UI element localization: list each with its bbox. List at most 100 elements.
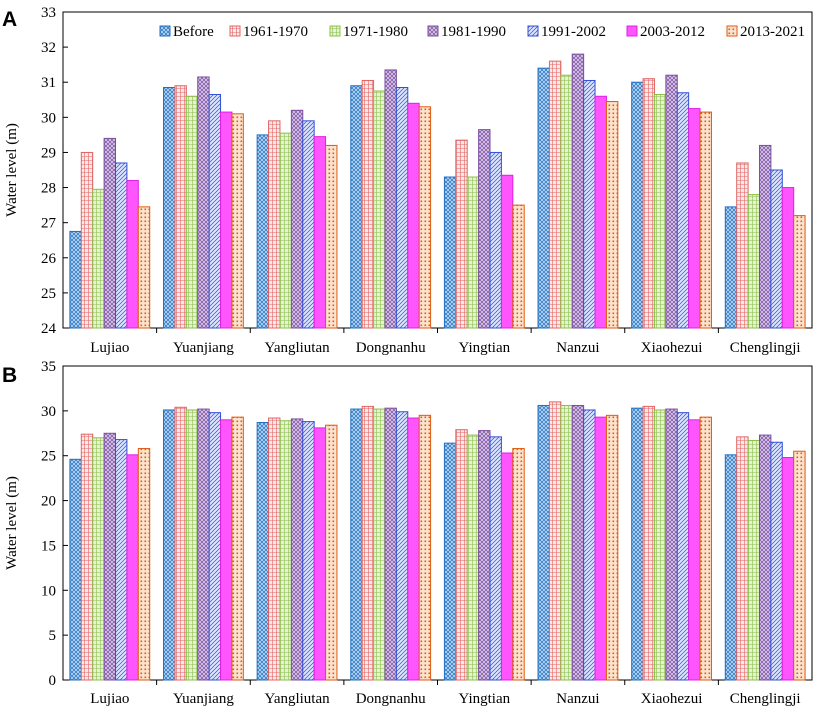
bar-nanzui-2003-2012 — [594, 95, 607, 329]
bar-yuanjiang-1981-1990 — [197, 76, 210, 329]
bar-yangliutan-2003-2012 — [313, 136, 327, 329]
panel-b: 0 5 10 15 20 25 30 35 Water level (m) B Lujiao Yuan… — [2, 359, 813, 707]
bar-yuanjiang-2013-2021 — [231, 113, 244, 329]
legend: Before 1961-1970 1971-1980 1981-1990 1991-20… — [159, 24, 805, 40]
bar-lujiao-1991-2002 — [115, 439, 128, 681]
legend-label-1981-1990: 1981-1990 — [441, 24, 506, 40]
bar-yangliutan-1981-1990 — [290, 418, 304, 681]
x-category-label: Yangliutan — [264, 340, 330, 356]
bar-chenglingji-before — [724, 454, 738, 681]
bar-chenglingji-2013-2021 — [793, 215, 806, 329]
bar-lujiao-2013-2021 — [137, 448, 151, 681]
y-tick-label: 30 — [41, 404, 56, 420]
x-category-label: Xiaohezui — [641, 340, 703, 356]
panel-letter: A — [2, 8, 17, 31]
bar-yangliutan-1991-2002 — [302, 421, 315, 681]
bar-chenglingji-1971-1980 — [747, 439, 760, 681]
bar-nanzui-1971-1980 — [560, 74, 573, 329]
bar-yangliutan-before — [256, 134, 270, 329]
y-tick-label: 0 — [49, 673, 57, 689]
bar-lujiao-1961-1970 — [80, 433, 94, 681]
bar-xiaohezui-before — [631, 407, 644, 681]
y-tick-label: 5 — [49, 628, 57, 644]
bar-nanzui-before — [537, 67, 550, 329]
legend-label-2013-2021: 2013-2021 — [740, 24, 805, 40]
bar-lujiao-before — [69, 458, 82, 681]
y-tick-label: 10 — [41, 583, 56, 599]
bar-yuanjiang-1961-1970 — [174, 406, 187, 681]
bar-yuanjiang-1991-2002 — [208, 94, 222, 329]
bar-xiaohezui-1981-1990 — [665, 74, 678, 329]
bar-yuanjiang-1981-1990 — [197, 408, 210, 681]
bar-lujiao-1981-1990 — [103, 432, 117, 681]
bar-dongnanhu-before — [350, 408, 363, 681]
bar-dongnanhu-1991-2002 — [395, 411, 409, 681]
legend-label-2003-2012: 2003-2012 — [640, 24, 705, 40]
bar-yangliutan-1961-1970 — [268, 120, 281, 329]
y-tick-label: 27 — [41, 216, 57, 232]
legend-label-before: Before — [173, 24, 214, 40]
bar-nanzui-1961-1970 — [548, 401, 562, 681]
bar-nanzui-2013-2021 — [605, 101, 619, 329]
bar-yangliutan-1991-2002 — [302, 120, 315, 329]
y-tick-label: 26 — [41, 251, 57, 267]
bar-dongnanhu-before — [350, 85, 363, 329]
legend-label-1961-1970: 1961-1970 — [243, 24, 308, 40]
x-category-label: Chenglingji — [730, 691, 801, 707]
y-tick-label: 28 — [41, 181, 56, 197]
bar-yingtian-1991-2002 — [489, 151, 502, 329]
bar-yingtian-1961-1970 — [455, 429, 468, 681]
bar-lujiao-2003-2012 — [126, 454, 139, 681]
x-category-label: Yangliutan — [264, 691, 330, 707]
bar-yuanjiang-2003-2012 — [220, 111, 233, 329]
bar-xiaohezui-2003-2012 — [688, 419, 701, 681]
x-category-label: Yingtian — [458, 691, 510, 707]
bar-dongnanhu-2013-2021 — [418, 106, 432, 329]
y-tick-label: 20 — [41, 494, 56, 510]
bar-chenglingji-1961-1970 — [736, 436, 749, 681]
bar-yuanjiang-1971-1980 — [185, 409, 199, 681]
y-tick-label: 24 — [41, 321, 57, 337]
bar-dongnanhu-1991-2002 — [395, 86, 409, 329]
bar-yangliutan-before — [256, 422, 270, 681]
bar-yingtian-1971-1980 — [466, 434, 480, 681]
legend-swatch-2013-2021 — [726, 25, 738, 37]
bar-dongnanhu-2003-2012 — [407, 102, 420, 329]
legend-swatch-1961-1970 — [229, 25, 241, 37]
bar-yingtian-before — [443, 442, 457, 681]
bar-nanzui-1981-1990 — [571, 404, 585, 681]
bar-yangliutan-1971-1980 — [279, 420, 292, 681]
bar-yangliutan-2013-2021 — [325, 424, 338, 681]
bar-yingtian-1981-1990 — [478, 129, 491, 329]
y-tick-label: 32 — [41, 40, 56, 56]
x-category-label: Dongnanhu — [356, 691, 426, 707]
bar-yingtian-1991-2002 — [489, 436, 502, 681]
bar-chenglingji-1981-1990 — [758, 434, 772, 681]
legend-label-1991-2002: 1991-2002 — [541, 24, 606, 40]
bar-nanzui-1991-2002 — [583, 79, 596, 329]
bar-yuanjiang-2013-2021 — [231, 416, 244, 681]
bar-yingtian-2003-2012 — [500, 174, 514, 329]
bar-chenglingji-1961-1970 — [736, 162, 749, 329]
x-category-label: Yingtian — [458, 340, 510, 356]
y-tick-label: 30 — [41, 110, 56, 126]
legend-swatch-1971-1980 — [329, 25, 341, 37]
bar-yangliutan-2013-2021 — [325, 144, 338, 329]
x-category-label: Lujiao — [90, 691, 129, 707]
bar-nanzui-1971-1980 — [560, 404, 573, 681]
panel-letter: B — [2, 364, 17, 387]
bar-chenglingji-1971-1980 — [747, 194, 760, 329]
bar-dongnanhu-2003-2012 — [407, 417, 420, 681]
bar-yangliutan-2003-2012 — [313, 427, 327, 681]
bar-xiaohezui-2013-2021 — [699, 416, 712, 681]
legend-label-1971-1980: 1971-1980 — [343, 24, 408, 40]
panel-a: 24 25 26 27 28 29 30 31 32 33 Water level (m) A Luji… — [2, 5, 813, 356]
bar-xiaohezui-2003-2012 — [688, 108, 701, 329]
bar-yuanjiang-before — [163, 409, 176, 681]
bar-xiaohezui-1961-1970 — [642, 78, 655, 329]
y-tick-label: 31 — [41, 75, 56, 91]
bar-lujiao-1981-1990 — [103, 137, 117, 329]
bar-lujiao-2013-2021 — [137, 206, 151, 329]
bar-yingtian-before — [443, 176, 457, 329]
